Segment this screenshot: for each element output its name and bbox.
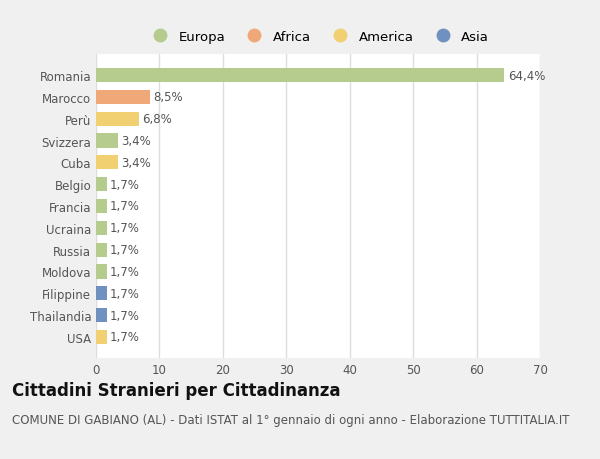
Bar bbox=[96, 178, 107, 192]
Text: 3,4%: 3,4% bbox=[121, 157, 151, 169]
Text: 8,5%: 8,5% bbox=[153, 91, 183, 104]
Bar bbox=[96, 69, 505, 83]
Bar bbox=[96, 200, 107, 213]
Text: 1,7%: 1,7% bbox=[110, 309, 140, 322]
Text: 1,7%: 1,7% bbox=[110, 330, 140, 344]
Bar bbox=[96, 330, 107, 344]
Bar bbox=[96, 90, 150, 105]
Bar bbox=[96, 134, 118, 148]
Text: 1,7%: 1,7% bbox=[110, 244, 140, 257]
Bar bbox=[96, 243, 107, 257]
Bar bbox=[96, 308, 107, 323]
Text: 6,8%: 6,8% bbox=[142, 113, 172, 126]
Text: Cittadini Stranieri per Cittadinanza: Cittadini Stranieri per Cittadinanza bbox=[12, 381, 341, 399]
Text: 1,7%: 1,7% bbox=[110, 265, 140, 278]
Text: 64,4%: 64,4% bbox=[508, 69, 545, 83]
Bar bbox=[96, 286, 107, 301]
Text: COMUNE DI GABIANO (AL) - Dati ISTAT al 1° gennaio di ogni anno - Elaborazione TU: COMUNE DI GABIANO (AL) - Dati ISTAT al 1… bbox=[12, 413, 569, 426]
Text: 1,7%: 1,7% bbox=[110, 200, 140, 213]
Bar bbox=[96, 265, 107, 279]
Bar bbox=[96, 112, 139, 127]
Text: 3,4%: 3,4% bbox=[121, 135, 151, 148]
Text: 1,7%: 1,7% bbox=[110, 222, 140, 235]
Legend: Europa, Africa, America, Asia: Europa, Africa, America, Asia bbox=[142, 25, 494, 49]
Text: 1,7%: 1,7% bbox=[110, 178, 140, 191]
Bar bbox=[96, 156, 118, 170]
Bar bbox=[96, 221, 107, 235]
Text: 1,7%: 1,7% bbox=[110, 287, 140, 300]
